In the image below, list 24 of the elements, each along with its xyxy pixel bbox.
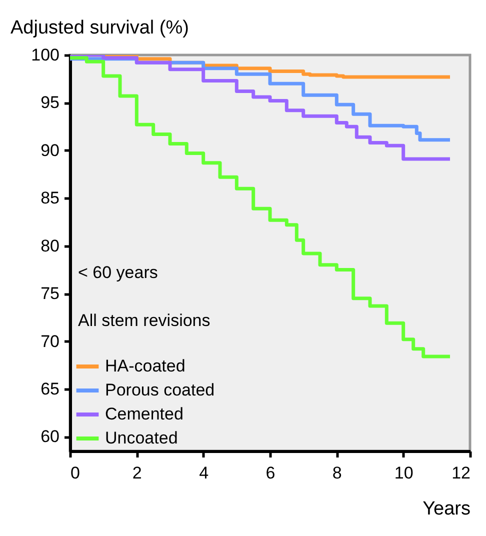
x-tick-label: 12 — [452, 464, 470, 482]
x-tick-label: 10 — [394, 464, 414, 482]
annotation: < 60 years — [78, 263, 158, 282]
y-tick-label: 90 — [40, 140, 60, 160]
y-tick-label: 100 — [31, 46, 60, 64]
y-tick-label: 60 — [40, 427, 60, 446]
legend-label: HA-coated — [105, 356, 186, 376]
x-tick-label: 8 — [332, 464, 342, 482]
x-tick-label: 6 — [266, 464, 276, 482]
y-tick-label: 75 — [40, 284, 60, 304]
y-tick-label: 80 — [40, 236, 60, 256]
annotation: All stem revisions — [78, 311, 210, 330]
y-tick-label: 85 — [40, 188, 60, 208]
legend-label: Porous coated — [105, 380, 215, 400]
y-tick-label: 70 — [40, 332, 60, 351]
x-axis-title: Years — [422, 498, 470, 520]
legend-label: Cemented — [105, 404, 184, 424]
y-axis-title: Adjusted survival (%) — [10, 18, 189, 38]
y-tick-label: 95 — [40, 93, 60, 112]
x-tick-label: 0 — [70, 464, 80, 482]
y-tick-label: 65 — [40, 379, 60, 398]
x-tick-label: 2 — [132, 464, 142, 482]
legend-label: Uncoated — [105, 428, 178, 448]
x-tick-label: 4 — [199, 464, 209, 482]
